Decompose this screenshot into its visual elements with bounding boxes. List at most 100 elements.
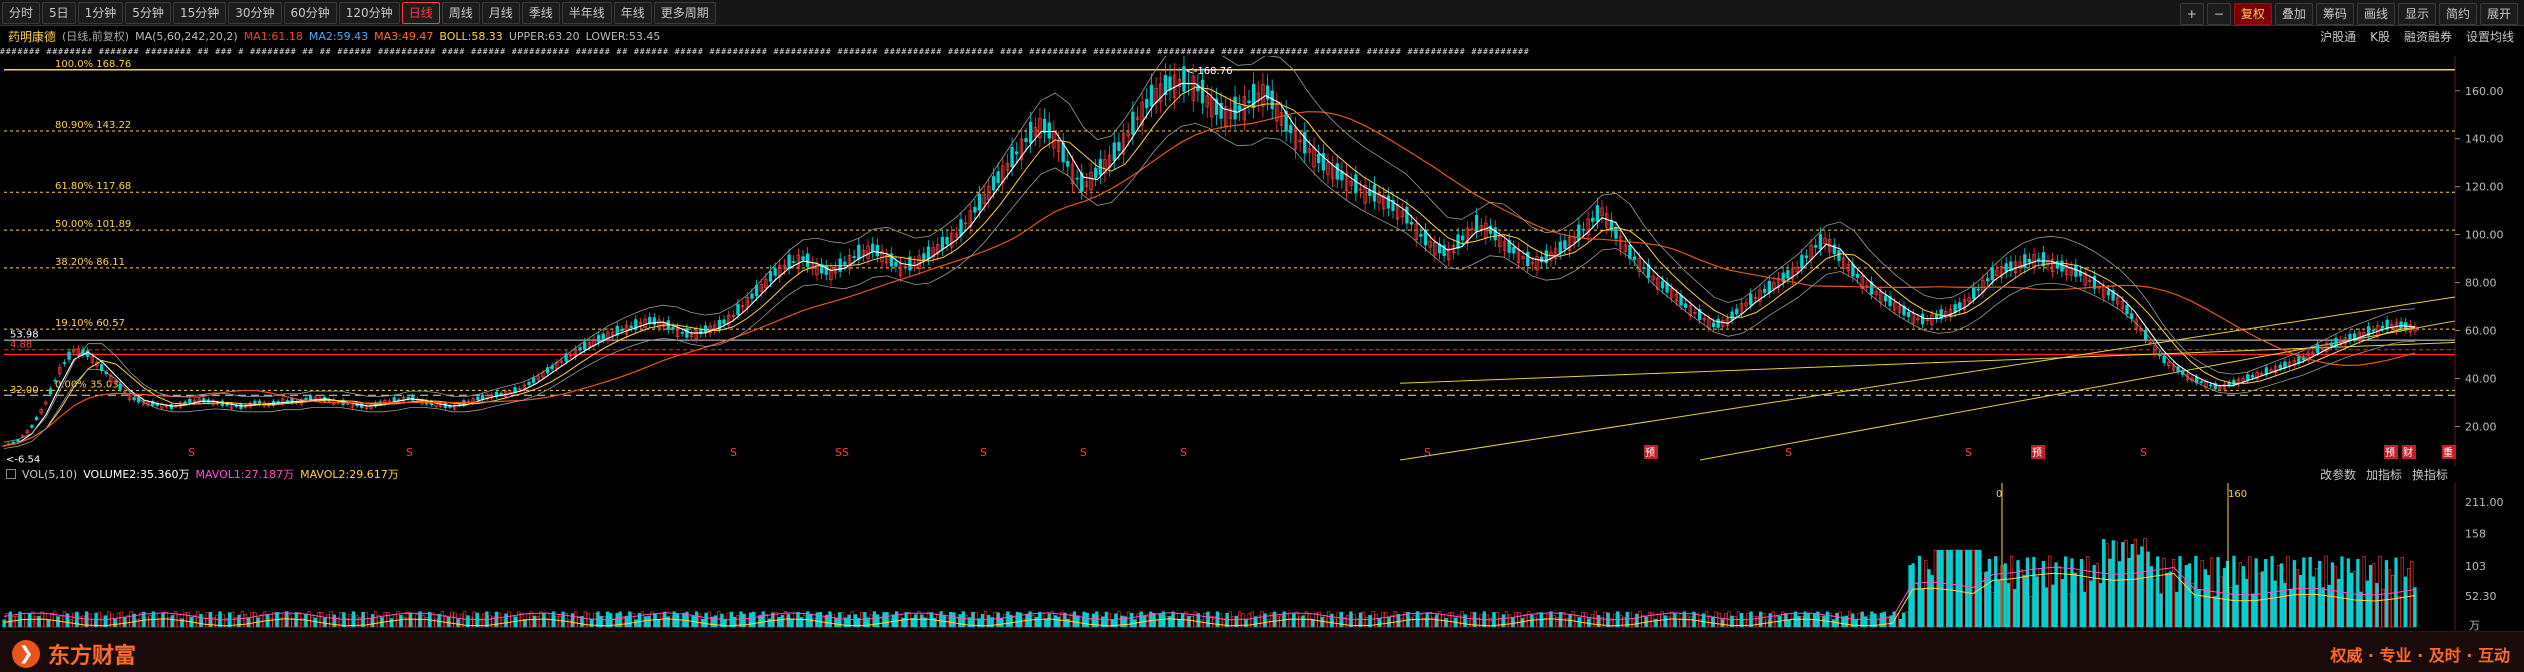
volume-bar: [1968, 549, 1972, 628]
volume-link-2[interactable]: 换指标: [2411, 467, 2448, 482]
candle-body: [25, 430, 29, 434]
volume-bar: [545, 619, 549, 628]
period-tab-2[interactable]: 1分钟: [77, 1, 124, 24]
toolbar-button-1[interactable]: −: [2206, 3, 2231, 25]
volume-bar: [1098, 615, 1102, 628]
vol-label[interactable]: VOL(5,10): [22, 467, 78, 481]
volume-bar: [1689, 616, 1693, 628]
candle-body: [1860, 276, 1864, 290]
volume-bar: [1196, 613, 1200, 628]
toolbar-button-2[interactable]: 复权: [2233, 3, 2272, 25]
candle-body: [1089, 171, 1093, 191]
volume-bar: [1530, 614, 1534, 628]
period-tab-13[interactable]: 年线: [613, 1, 652, 24]
brand-logo[interactable]: ❯ 东方财富: [12, 638, 136, 670]
period-tab-7[interactable]: 120分钟: [338, 1, 400, 24]
candle-body: [768, 271, 773, 282]
candle-body: [2116, 296, 2120, 305]
period-tab-8[interactable]: 日线: [401, 1, 440, 24]
volume-bar: [2391, 574, 2395, 628]
volume-bar: [1854, 619, 1858, 628]
period-tab-10[interactable]: 月线: [481, 1, 520, 24]
volume-chart[interactable]: 211.00 158 103 52.30 万 0 160: [0, 483, 2524, 631]
volume-bar: [1076, 615, 1080, 628]
volume-bar: [126, 615, 130, 628]
candle-body: [406, 396, 410, 399]
stock-name[interactable]: 药明康德: [8, 29, 57, 44]
volume-bar: [383, 611, 387, 628]
vol-mavol1: MAVOL1:27.187万: [195, 468, 295, 481]
volume-bar: [736, 615, 740, 628]
period-tab-12[interactable]: 半年线: [561, 1, 612, 24]
candle-body: [1484, 222, 1488, 238]
volume-link-1[interactable]: 加指标: [2365, 467, 2402, 482]
chart-link-2[interactable]: 融资融券: [2403, 29, 2452, 44]
candle-body: [866, 245, 870, 260]
volume-bar: [1631, 618, 1636, 628]
volume-bar: [1698, 619, 1702, 628]
toolbar-button-8[interactable]: 展开: [2479, 3, 2518, 25]
period-tab-0[interactable]: 分时: [2, 1, 41, 24]
volume-bar: [459, 613, 464, 628]
chart-link-1[interactable]: K股: [2370, 29, 2390, 44]
volume-bar: [1927, 569, 1931, 628]
period-tab-1[interactable]: 5日: [42, 1, 76, 24]
volume-bar: [837, 612, 842, 628]
volume-bar: [100, 616, 105, 628]
candle-body: [954, 233, 958, 238]
period-tab-9[interactable]: 周线: [441, 1, 480, 24]
candle-body: [1382, 194, 1386, 210]
volume-bar: [1981, 572, 1985, 628]
candle-body: [722, 319, 726, 324]
volume-bar: [1609, 618, 1613, 628]
volume-bar: [1263, 613, 1267, 628]
event-marker-s: S: [1180, 446, 1187, 459]
toolbar-button-6[interactable]: 显示: [2397, 3, 2436, 25]
ma-label[interactable]: MA(5,60,242,20,2): [135, 29, 238, 43]
candle-body: [517, 388, 522, 391]
candle-body: [759, 284, 763, 292]
toolbar-button-4[interactable]: 筹码: [2315, 3, 2354, 25]
candle-body: [1795, 266, 1799, 273]
volume-link-0[interactable]: 改参数: [2319, 467, 2356, 482]
toolbar-button-3[interactable]: 叠加: [2274, 3, 2313, 25]
candle-body: [847, 254, 852, 270]
chart-link-0[interactable]: 沪股通: [2320, 29, 2357, 44]
volume-bar: [774, 611, 778, 628]
period-tab-3[interactable]: 5分钟: [125, 1, 171, 24]
volume-bar: [780, 615, 784, 628]
toolbar-button-7[interactable]: 简约: [2438, 3, 2477, 25]
toolbar-button-5[interactable]: 画线: [2356, 3, 2395, 25]
volume-bar: [755, 616, 759, 628]
period-tab-11[interactable]: 季线: [521, 1, 560, 24]
volume-bar: [1997, 580, 2001, 628]
volume-bar: [2006, 583, 2011, 628]
volume-bar: [1069, 613, 1073, 628]
candle-body: [736, 304, 740, 316]
candle-body: [476, 396, 480, 401]
volume-bar: [123, 616, 127, 628]
event-marker-s: S: [980, 446, 987, 459]
period-tab-5[interactable]: 30分钟: [228, 1, 282, 24]
checkbox-icon[interactable]: [6, 469, 16, 479]
chart-link-3[interactable]: 设置均线: [2465, 29, 2514, 44]
candle-body: [1233, 96, 1237, 120]
period-tab-14[interactable]: 更多周期: [653, 1, 716, 24]
candle-body: [1883, 295, 1888, 302]
period-tab-4[interactable]: 15分钟: [172, 1, 227, 24]
volume-bar: [1276, 616, 1280, 628]
period-tab-6[interactable]: 60分钟: [283, 1, 337, 24]
candle-body: [1781, 272, 1785, 283]
y-tick-label: 140.00: [2465, 133, 2504, 146]
volume-bar: [2070, 558, 2074, 628]
kline-chart[interactable]: 160.00 140.00 120.00 100.00 80.00 60.00 40.00 2…: [0, 56, 2524, 466]
volume-bar: [802, 614, 807, 628]
volume-bar: [469, 616, 473, 628]
volume-bar: [2022, 575, 2026, 628]
volume-bar: [2168, 571, 2173, 628]
candle-body: [1094, 167, 1098, 178]
candle-body: [1697, 309, 1702, 320]
volume-bar: [1126, 611, 1131, 628]
volume-bar: [2241, 566, 2246, 628]
toolbar-button-0[interactable]: +: [2179, 3, 2204, 25]
